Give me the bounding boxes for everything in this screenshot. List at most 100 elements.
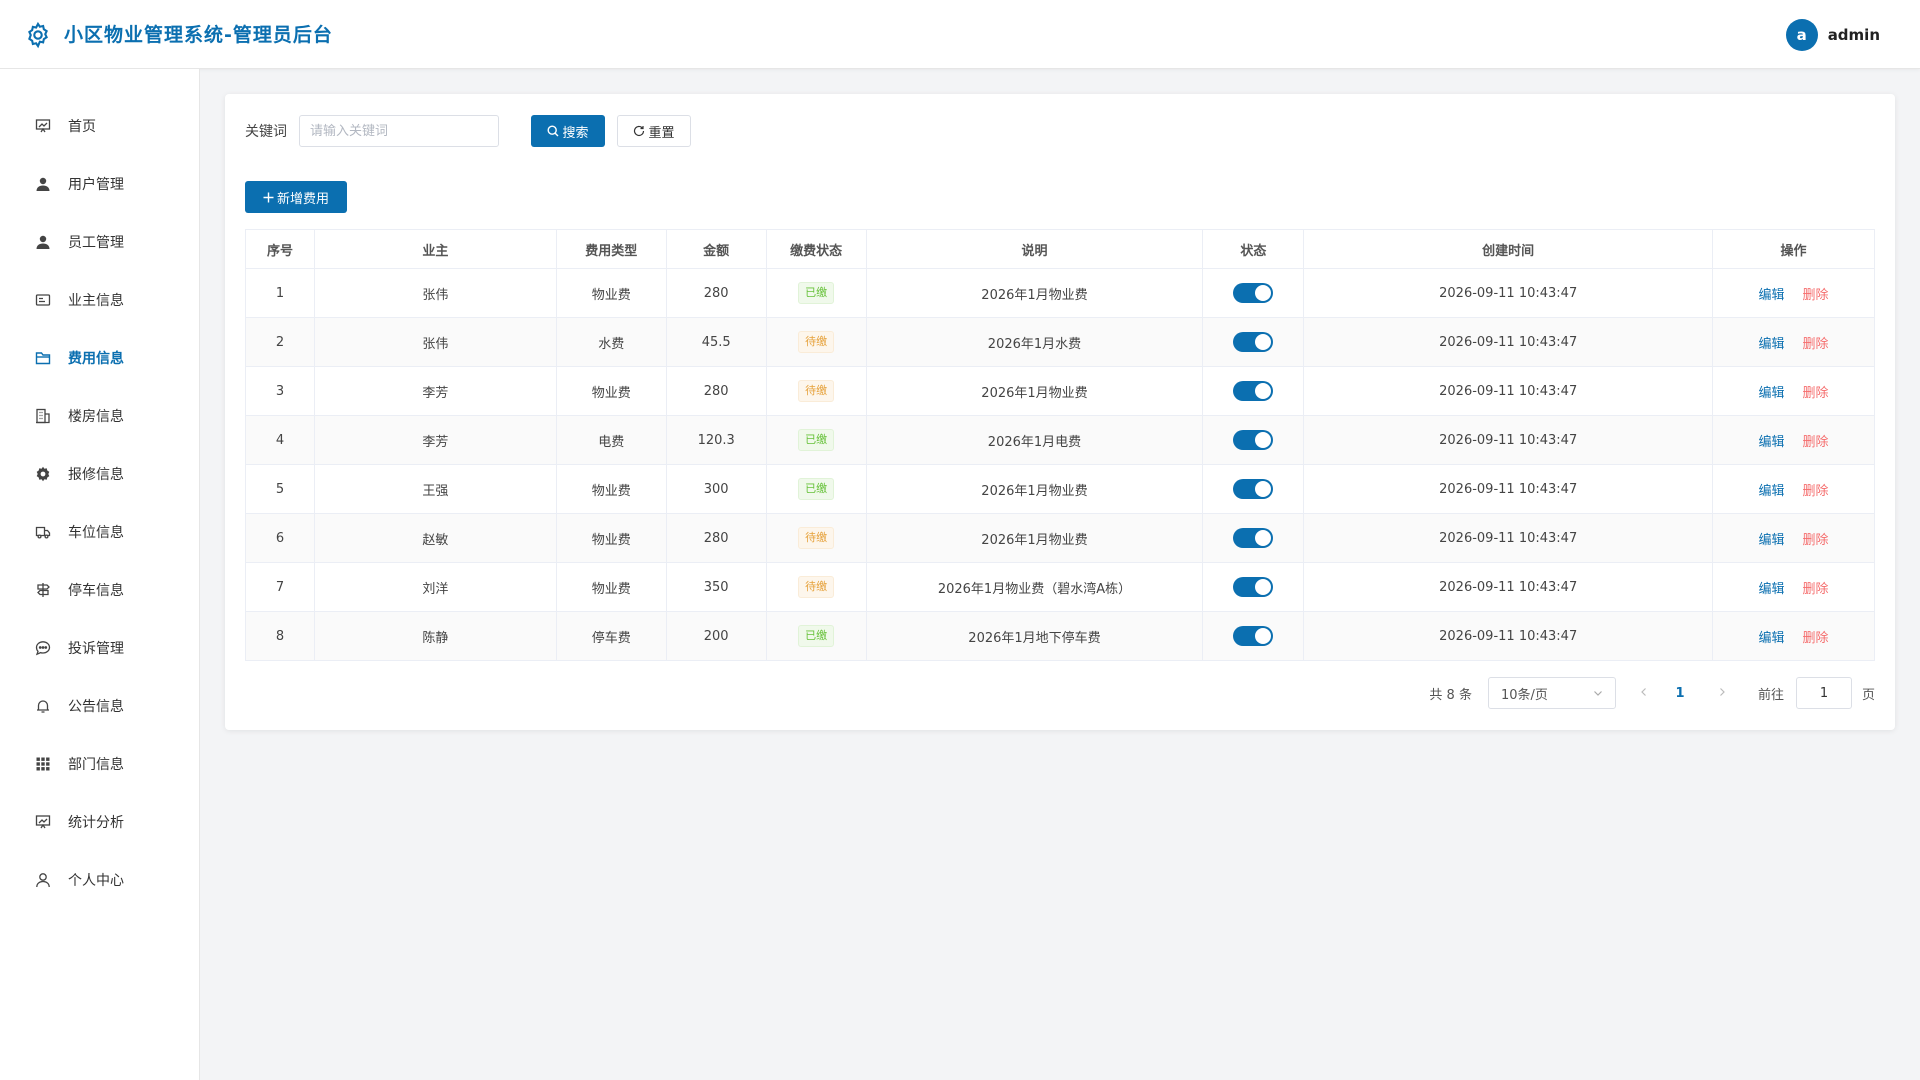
status-toggle[interactable] bbox=[1233, 283, 1274, 303]
gear-icon bbox=[34, 465, 52, 483]
sidebar-item-label: 统计分析 bbox=[68, 815, 124, 831]
cell-actions: 编辑 删除 bbox=[1712, 268, 1875, 318]
delete-button[interactable]: 删除 bbox=[1802, 434, 1829, 450]
table-row: 2 张伟 水费 45.5 待缴 2026年1月水费 2026-09-11 10:43:47 编… bbox=[245, 317, 1875, 367]
cell-created-time: 2026-09-11 10:43:47 bbox=[1303, 611, 1714, 661]
page-unit-label: 页 bbox=[1861, 687, 1875, 703]
sidebar-item-owners[interactable]: 业主信息 bbox=[0, 271, 199, 329]
table-row: 8 陈静 停车费 200 已缴 2026年1月地下停车费 2026-09-11 10:43:… bbox=[245, 611, 1875, 661]
table-row: 6 赵敏 物业费 280 待缴 2026年1月物业费 2026-09-11 10:43:47… bbox=[245, 513, 1875, 563]
status-toggle[interactable] bbox=[1233, 430, 1274, 450]
toggle-knob bbox=[1255, 334, 1272, 350]
cell-amount: 45.5 bbox=[665, 317, 767, 367]
status-toggle[interactable] bbox=[1233, 626, 1274, 646]
cell-owner: 赵敏 bbox=[313, 513, 557, 563]
reset-button[interactable]: 重置 bbox=[617, 115, 691, 147]
edit-button[interactable]: 编辑 bbox=[1758, 434, 1785, 450]
status-toggle[interactable] bbox=[1233, 577, 1274, 597]
cell-fee-type: 电费 bbox=[555, 415, 667, 465]
sidebar-item-parking[interactable]: 停车信息 bbox=[0, 561, 199, 619]
cell-amount: 280 bbox=[665, 268, 767, 318]
next-page-button[interactable] bbox=[1708, 686, 1736, 701]
cell-state bbox=[1202, 562, 1305, 612]
page-size-value: 10条/页 bbox=[1500, 687, 1548, 703]
cell-amount: 200 bbox=[665, 611, 767, 661]
edit-button[interactable]: 编辑 bbox=[1758, 532, 1785, 548]
sidebar-item-buildings[interactable]: 楼房信息 bbox=[0, 387, 199, 445]
sidebar-item-label: 员工管理 bbox=[68, 235, 124, 251]
prev-page-button[interactable] bbox=[1630, 686, 1658, 701]
main-card: 关键词 搜索 重置 新增费用 序号 业主 费用类型 金额 缴费状态 说明 状态 … bbox=[225, 94, 1895, 730]
column-header: 缴费状态 bbox=[765, 229, 867, 269]
search-button[interactable]: 搜索 bbox=[531, 115, 605, 147]
cell-fee-type: 物业费 bbox=[555, 513, 667, 563]
avatar[interactable]: a bbox=[1785, 19, 1818, 51]
sidebar-item-home[interactable]: 首页 bbox=[0, 97, 199, 155]
bell-icon bbox=[34, 697, 52, 715]
delete-button[interactable]: 删除 bbox=[1802, 630, 1829, 646]
chat-icon bbox=[34, 639, 52, 657]
column-header: 状态 bbox=[1202, 229, 1305, 269]
cell-fee-type: 水费 bbox=[555, 317, 667, 367]
plus-icon bbox=[263, 192, 274, 202]
delete-button[interactable]: 删除 bbox=[1802, 287, 1829, 303]
toggle-knob bbox=[1255, 579, 1272, 595]
cell-description: 2026年1月地下停车费 bbox=[865, 611, 1204, 661]
status-toggle[interactable] bbox=[1233, 479, 1274, 499]
delete-button[interactable]: 删除 bbox=[1802, 336, 1829, 352]
page-size-select[interactable]: 10条/页 bbox=[1487, 677, 1616, 709]
cell-fee-type: 停车费 bbox=[555, 611, 667, 661]
sidebar-item-notices[interactable]: 公告信息 bbox=[0, 677, 199, 735]
table-row: 3 李芳 物业费 280 待缴 2026年1月物业费 2026-09-11 10:43:47… bbox=[245, 366, 1875, 416]
page-number[interactable]: 1 bbox=[1675, 685, 1685, 701]
cell-no: 1 bbox=[245, 268, 315, 318]
edit-button[interactable]: 编辑 bbox=[1758, 483, 1785, 499]
cell-owner: 刘洋 bbox=[313, 562, 557, 612]
folder-icon bbox=[34, 349, 52, 367]
add-fee-button[interactable]: 新增费用 bbox=[245, 181, 347, 213]
user-menu[interactable]: a admin bbox=[1785, 19, 1880, 51]
toggle-knob bbox=[1255, 530, 1272, 546]
edit-button[interactable]: 编辑 bbox=[1758, 287, 1785, 303]
cell-description: 2026年1月物业费（碧水湾A栋） bbox=[865, 562, 1204, 612]
pagination: 共 8 条 10条/页 1 前往 页 bbox=[1429, 677, 1875, 709]
status-toggle[interactable] bbox=[1233, 332, 1274, 352]
delete-button[interactable]: 删除 bbox=[1802, 581, 1829, 597]
status-toggle[interactable] bbox=[1233, 528, 1274, 548]
cell-state bbox=[1202, 268, 1305, 318]
cell-no: 5 bbox=[245, 464, 315, 514]
cell-pay-status: 待缴 bbox=[765, 562, 867, 612]
goto-page-input[interactable] bbox=[1795, 677, 1852, 709]
sidebar-item-departments[interactable]: 部门信息 bbox=[0, 735, 199, 793]
cell-amount: 280 bbox=[665, 366, 767, 416]
edit-button[interactable]: 编辑 bbox=[1758, 630, 1785, 646]
keyword-input[interactable] bbox=[299, 115, 499, 147]
delete-button[interactable]: 删除 bbox=[1802, 385, 1829, 401]
cell-pay-status: 待缴 bbox=[765, 513, 867, 563]
cell-description: 2026年1月水费 bbox=[865, 317, 1204, 367]
status-badge: 已缴 bbox=[798, 478, 835, 500]
toggle-knob bbox=[1255, 285, 1272, 301]
sidebar-item-profile[interactable]: 个人中心 bbox=[0, 851, 199, 909]
cell-owner: 李芳 bbox=[313, 415, 557, 465]
delete-button[interactable]: 删除 bbox=[1802, 532, 1829, 548]
column-header: 费用类型 bbox=[555, 229, 667, 269]
cell-actions: 编辑 删除 bbox=[1712, 366, 1875, 416]
edit-button[interactable]: 编辑 bbox=[1758, 385, 1785, 401]
edit-button[interactable]: 编辑 bbox=[1758, 336, 1785, 352]
sidebar-item-complaints[interactable]: 投诉管理 bbox=[0, 619, 199, 677]
status-toggle[interactable] bbox=[1233, 381, 1274, 401]
edit-button[interactable]: 编辑 bbox=[1758, 581, 1785, 597]
sidebar-item-statistics[interactable]: 统计分析 bbox=[0, 793, 199, 851]
table-header-row: 序号 业主 费用类型 金额 缴费状态 说明 状态 创建时间 操作 bbox=[245, 229, 1875, 269]
sidebar-item-fees[interactable]: 费用信息 bbox=[0, 329, 199, 387]
user-name[interactable]: admin bbox=[1827, 26, 1880, 44]
sidebar-item-repairs[interactable]: 报修信息 bbox=[0, 445, 199, 503]
truck-icon bbox=[34, 523, 52, 541]
gear-logo-icon bbox=[28, 21, 48, 49]
sidebar-item-users[interactable]: 用户管理 bbox=[0, 155, 199, 213]
sidebar-item-parking-spaces[interactable]: 车位信息 bbox=[0, 503, 199, 561]
cell-actions: 编辑 删除 bbox=[1712, 415, 1875, 465]
sidebar-item-staff[interactable]: 员工管理 bbox=[0, 213, 199, 271]
delete-button[interactable]: 删除 bbox=[1802, 483, 1829, 499]
